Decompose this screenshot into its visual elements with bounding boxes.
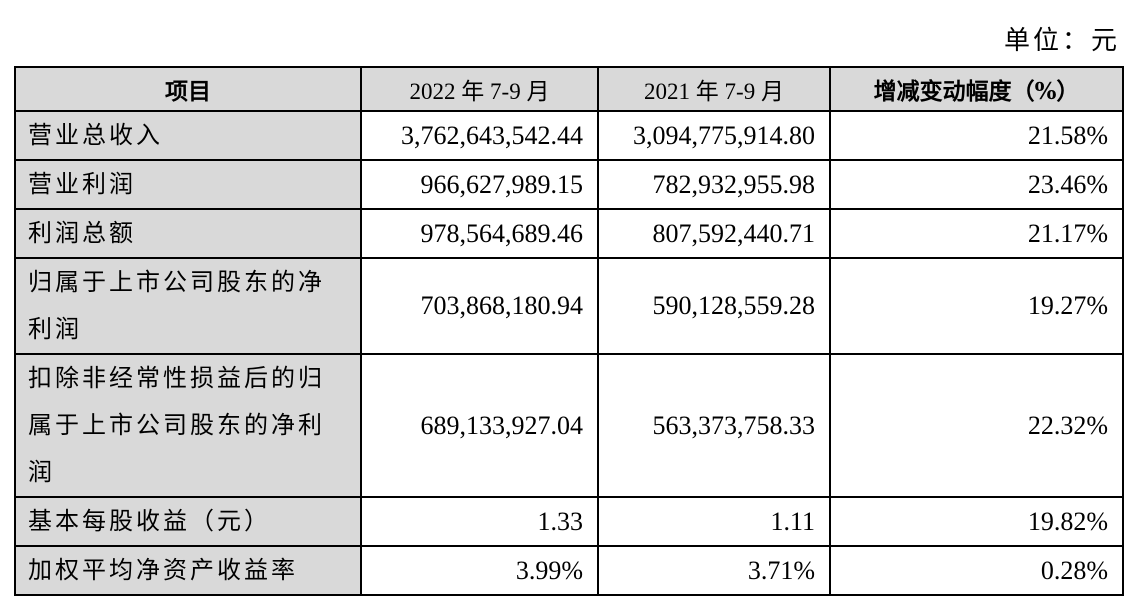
change-value: 21.58% (829, 110, 1124, 161)
row-label: 利润总额 (14, 208, 362, 259)
header-item: 项目 (14, 66, 362, 112)
prior-value: 3,094,775,914.80 (597, 110, 831, 161)
current-value: 978,564,689.46 (360, 208, 599, 259)
row-label: 加权平均净资产收益率 (14, 545, 362, 596)
row-label: 营业利润 (14, 159, 362, 210)
change-value: 19.82% (829, 496, 1124, 547)
financial-table: 项目 2022 年 7-9 月 2021 年 7-9 月 增减变动幅度（%） 营… (14, 66, 1124, 596)
row-label: 营业总收入 (14, 110, 362, 161)
table-row: 基本每股收益（元） 1.33 1.11 19.82% (14, 496, 1124, 547)
table-row: 营业总收入 3,762,643,542.44 3,094,775,914.80 … (14, 110, 1124, 161)
change-value: 22.32% (829, 353, 1124, 498)
header-current-period: 2022 年 7-9 月 (360, 66, 599, 112)
row-label: 基本每股收益（元） (14, 496, 362, 547)
change-value: 0.28% (829, 545, 1124, 596)
unit-label: 单位：元 (1003, 26, 1120, 56)
table-row: 营业利润 966,627,989.15 782,932,955.98 23.46… (14, 159, 1124, 210)
row-label: 扣除非经常性损益后的归属于上市公司股东的净利润 (14, 353, 362, 498)
change-value: 21.17% (829, 208, 1124, 259)
table-row: 归属于上市公司股东的净利润 703,868,180.94 590,128,559… (14, 257, 1124, 355)
change-value: 23.46% (829, 159, 1124, 210)
row-label: 归属于上市公司股东的净利润 (14, 257, 362, 355)
header-prior-period: 2021 年 7-9 月 (597, 66, 831, 112)
current-value: 966,627,989.15 (360, 159, 599, 210)
prior-value: 782,932,955.98 (597, 159, 831, 210)
table-row: 利润总额 978,564,689.46 807,592,440.71 21.17… (14, 208, 1124, 259)
table-row: 加权平均净资产收益率 3.99% 3.71% 0.28% (14, 545, 1124, 596)
change-value: 19.27% (829, 257, 1124, 355)
table-row: 扣除非经常性损益后的归属于上市公司股东的净利润 689,133,927.04 5… (14, 353, 1124, 498)
prior-value: 590,128,559.28 (597, 257, 831, 355)
current-value: 703,868,180.94 (360, 257, 599, 355)
current-value: 3.99% (360, 545, 599, 596)
header-change-percent: 增减变动幅度（%） (829, 66, 1124, 112)
header-row: 项目 2022 年 7-9 月 2021 年 7-9 月 增减变动幅度（%） (14, 66, 1124, 112)
prior-value: 807,592,440.71 (597, 208, 831, 259)
current-value: 1.33 (360, 496, 599, 547)
prior-value: 563,373,758.33 (597, 353, 831, 498)
current-value: 689,133,927.04 (360, 353, 599, 498)
current-value: 3,762,643,542.44 (360, 110, 599, 161)
prior-value: 1.11 (597, 496, 831, 547)
prior-value: 3.71% (597, 545, 831, 596)
